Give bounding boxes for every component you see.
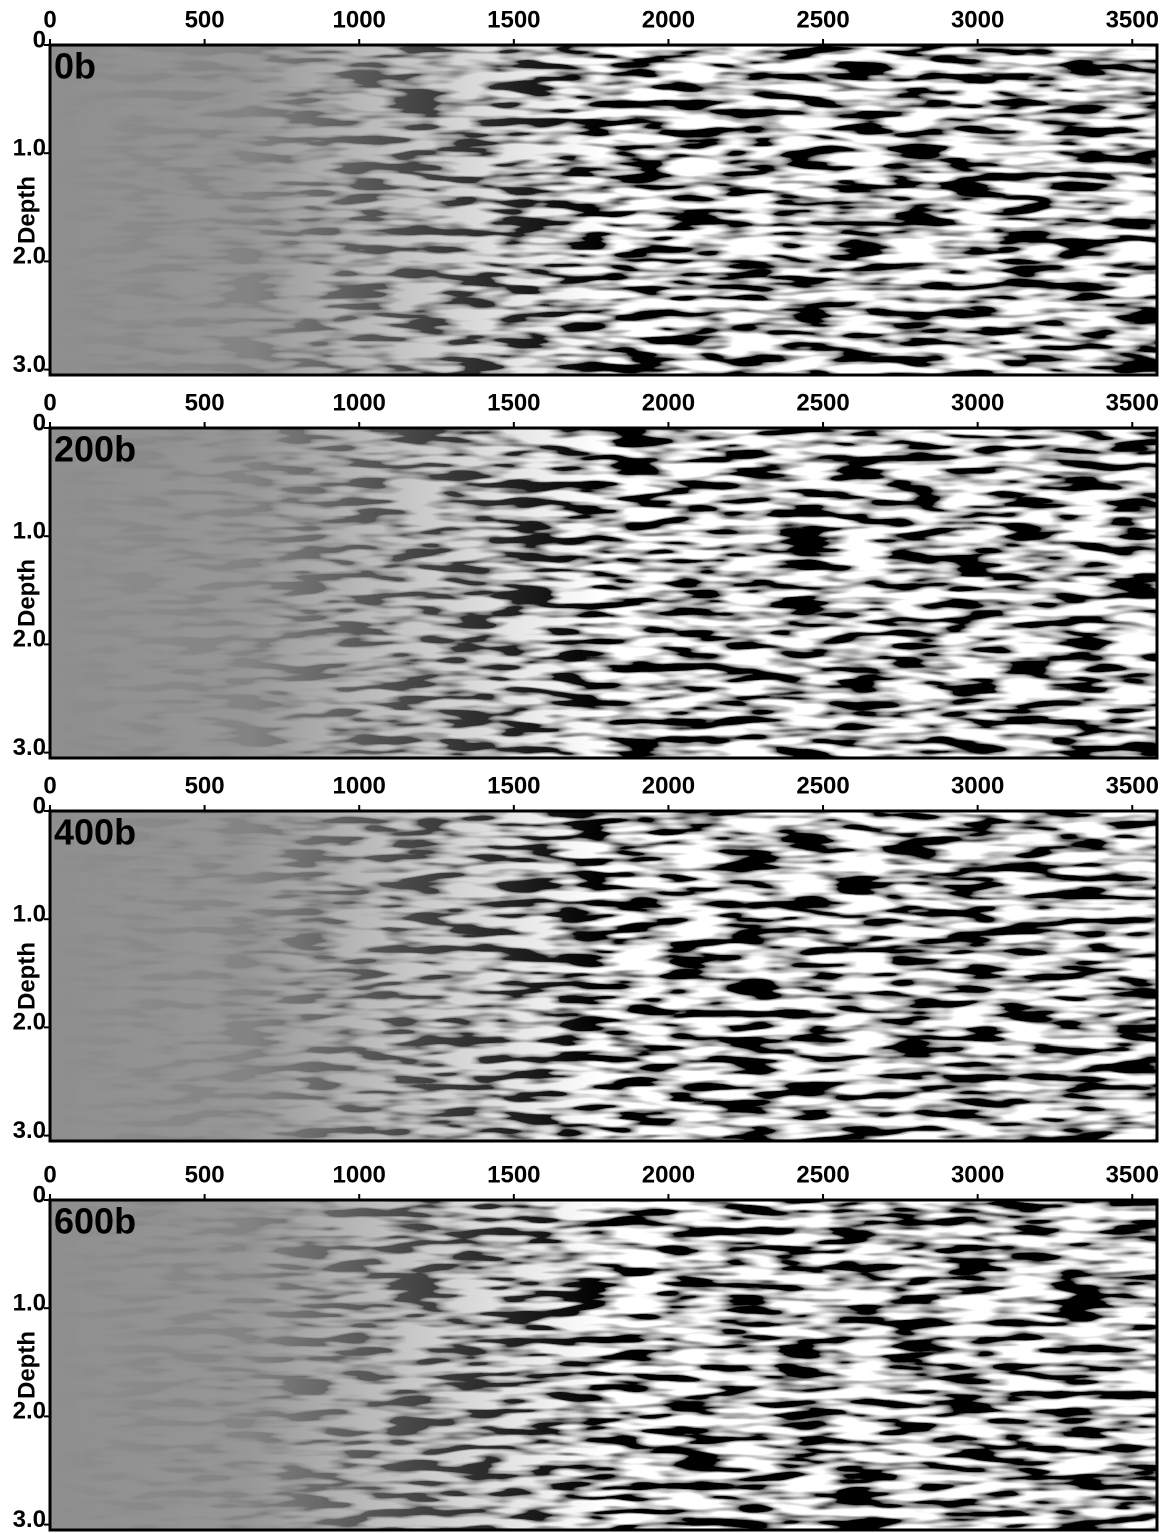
y-tick-label: 0 [33,26,46,53]
y-axis-label: Depth [13,1331,40,1399]
x-tick-label: 3500 [1106,1161,1159,1188]
x-tick-label: 1000 [333,389,386,416]
y-tick-label: 0 [33,792,46,819]
x-tick-label: 0 [43,1161,56,1188]
y-tick-label: 0 [33,1181,46,1208]
x-tick-label: 2500 [796,6,849,33]
plot-frame [48,1198,1159,1532]
x-tick-label: 1000 [333,1161,386,1188]
x-tick-label: 3500 [1106,389,1159,416]
x-tick-label: 3500 [1106,772,1159,799]
panel-label: 600b [54,1201,136,1242]
panel-label: 0b [54,46,96,87]
x-tick-label: 500 [185,389,225,416]
x-tick-label: 500 [185,1161,225,1188]
x-tick-label: 1500 [487,772,540,799]
x-tick-label: 3500 [1106,6,1159,33]
x-tick-label: 2500 [796,772,849,799]
x-tick-label: 2000 [642,389,695,416]
y-tick-label: 3.0 [13,1117,46,1144]
y-tick-label: 2.0 [13,243,46,270]
seismic-image [50,1200,1157,1530]
x-tick-label: 0 [43,772,56,799]
x-tick-label: 3000 [951,6,1004,33]
plot-frame [48,43,1159,377]
x-tick-label: 3000 [951,389,1004,416]
panel-label: 400b [54,812,136,853]
y-tick-label: 1.0 [13,135,46,162]
y-tick-label: 3.0 [13,1506,46,1533]
seismic-image [50,45,1157,375]
x-tick-label: 0 [43,6,56,33]
y-tick-label: 0 [33,409,46,436]
seismic-image [50,811,1157,1141]
panel-label: 200b [54,429,136,470]
x-tick-label: 2500 [796,389,849,416]
x-tick-label: 1500 [487,1161,540,1188]
y-tick-label: 3.0 [13,351,46,378]
plot-frame [48,809,1159,1143]
x-tick-label: 2000 [642,772,695,799]
plot-frame [48,426,1159,760]
y-axis-label: Depth [13,559,40,627]
x-tick-label: 2500 [796,1161,849,1188]
x-tick-label: 500 [185,772,225,799]
x-tick-label: 1000 [333,6,386,33]
y-tick-label: 2.0 [13,626,46,653]
x-tick-label: 1000 [333,772,386,799]
x-tick-label: 500 [185,6,225,33]
y-tick-label: 1.0 [13,1290,46,1317]
y-tick-label: 2.0 [13,1398,46,1425]
y-tick-label: 2.0 [13,1009,46,1036]
x-tick-label: 2000 [642,1161,695,1188]
y-tick-label: 3.0 [13,734,46,761]
y-axis-label: Depth [13,176,40,244]
x-tick-label: 3000 [951,772,1004,799]
x-tick-label: 1500 [487,389,540,416]
x-tick-label: 2000 [642,6,695,33]
x-tick-label: 3000 [951,1161,1004,1188]
x-tick-label: 1500 [487,6,540,33]
x-tick-label: 0 [43,389,56,416]
y-axis-label: Depth [13,942,40,1010]
seismic-image [50,428,1157,758]
y-tick-label: 1.0 [13,518,46,545]
y-tick-label: 1.0 [13,901,46,928]
